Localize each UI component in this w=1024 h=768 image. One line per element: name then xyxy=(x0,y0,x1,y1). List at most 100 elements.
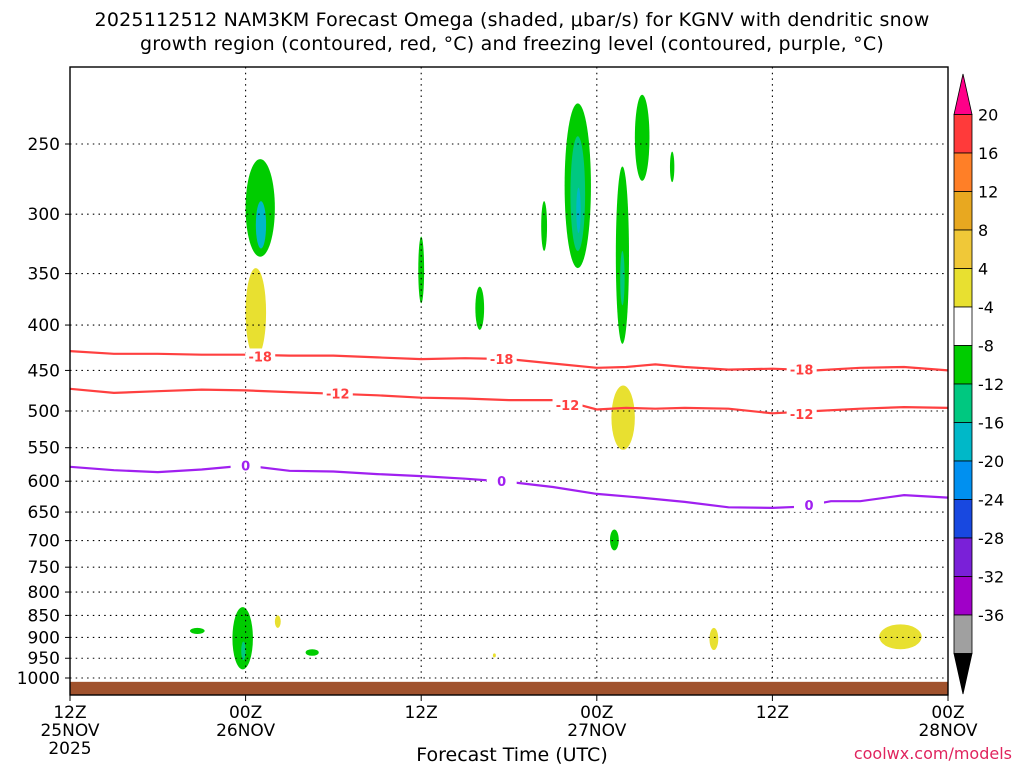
y-tick-label: 950 xyxy=(28,649,60,669)
colorbar-label: -12 xyxy=(978,375,1004,394)
contour-label-bg xyxy=(486,351,517,367)
colorbar-label: 4 xyxy=(978,260,988,279)
y-tick-label: 1000 xyxy=(17,669,60,689)
colorbar-band xyxy=(953,422,973,462)
colorbar-label: -36 xyxy=(978,606,1004,625)
x-tick-label: 27NOV xyxy=(567,721,626,741)
y-tick-label: 650 xyxy=(28,503,60,523)
chart-title-line-1: 2025112512 NAM3KM Forecast Omega (shaded… xyxy=(94,9,930,31)
omega-shade-10 xyxy=(620,250,625,306)
omega-shade-8 xyxy=(576,187,581,234)
colorbar-label: -20 xyxy=(978,452,1004,471)
colorbar-band xyxy=(953,268,973,308)
y-tick-label: 850 xyxy=(28,606,60,626)
y-tick-label: 500 xyxy=(28,402,60,422)
y-tick-label: 800 xyxy=(28,583,60,603)
omega-shade-18 xyxy=(274,615,281,628)
y-tick-label: 450 xyxy=(28,361,60,381)
contour-label-0: 0 xyxy=(804,499,813,514)
omega-shade-17 xyxy=(241,641,246,661)
ground-terrain xyxy=(70,681,948,695)
plot-area xyxy=(70,67,948,695)
y-tick-label: 700 xyxy=(28,532,60,552)
omega-shade-4 xyxy=(475,286,485,330)
contour-label-bg xyxy=(793,496,824,512)
colorbar-top-arrow xyxy=(953,73,973,115)
y-tick-label: 550 xyxy=(28,439,60,459)
site-credit[interactable]: coolwx.com/models xyxy=(853,744,1012,763)
omega-shade-16 xyxy=(232,607,253,670)
x-tick-label: 25NOV xyxy=(40,721,99,741)
contour-label-bg xyxy=(322,385,353,401)
contour-label--18: -18 xyxy=(490,353,514,368)
colorbar-bottom-arrow xyxy=(953,653,973,695)
colorbar-label: -32 xyxy=(978,568,1004,587)
colorbar-band xyxy=(953,114,973,154)
chart-title-line-2: growth region (contoured, red, °C) and f… xyxy=(140,33,884,55)
contour-label--12: -12 xyxy=(790,408,814,423)
omega-shade-11 xyxy=(611,385,635,450)
plot-frame xyxy=(69,66,949,696)
contour-label-bg xyxy=(486,473,517,489)
colorbar-band xyxy=(953,614,973,654)
colorbar-label: -8 xyxy=(978,337,994,356)
omega-shade-21 xyxy=(709,627,719,651)
x-tick-label: 12Z xyxy=(53,703,86,723)
omega-shade-20 xyxy=(492,653,496,658)
y-tick-label: 300 xyxy=(28,205,60,225)
y-tick-label: 400 xyxy=(28,316,60,336)
colorbar-band xyxy=(953,345,973,385)
contour-label-bg xyxy=(786,361,817,377)
contour-label-0: 0 xyxy=(497,475,506,490)
x-tick-label: 28NOV xyxy=(918,721,977,741)
colorbar-label: 12 xyxy=(978,183,998,202)
colorbar-band xyxy=(953,576,973,616)
colorbar-label: -4 xyxy=(978,298,994,317)
colorbar-band xyxy=(953,191,973,231)
colorbar-label: -24 xyxy=(978,491,1004,510)
y-tick-label: 350 xyxy=(28,265,60,285)
y-tick-label: 600 xyxy=(28,472,60,492)
y-tick-label: 250 xyxy=(28,135,60,155)
x-tick-label: 2025 xyxy=(48,739,91,759)
contour-label-bg xyxy=(786,406,817,422)
omega-shade-5 xyxy=(541,201,548,251)
contour-label-bg xyxy=(552,396,583,412)
omega-shade-22 xyxy=(879,624,922,650)
omega-shade-14 xyxy=(609,529,619,551)
colorbar-label: 8 xyxy=(978,221,988,240)
x-tick-label: 00Z xyxy=(580,703,613,723)
colorbar-label: 16 xyxy=(978,144,998,163)
colorbar-band xyxy=(953,499,973,539)
omega-shade-1 xyxy=(255,201,267,249)
y-tick-label: 750 xyxy=(28,558,60,578)
colorbar-band xyxy=(953,229,973,269)
x-tick-label: 00Z xyxy=(931,703,964,723)
colorbar-band xyxy=(953,152,973,192)
y-tick-label: 900 xyxy=(28,628,60,648)
contour-label--12: -12 xyxy=(326,388,350,403)
colorbar-label: -16 xyxy=(978,414,1004,433)
contour-label--18: -18 xyxy=(248,350,272,365)
colorbar-band xyxy=(953,460,973,500)
x-tick-label: 12Z xyxy=(405,703,438,723)
contour-label-bg xyxy=(230,457,261,473)
contour-label-bg xyxy=(245,348,276,364)
x-axis-title: Forecast Time (UTC) xyxy=(416,744,608,766)
colorbar-band xyxy=(953,383,973,423)
omega-shade-15 xyxy=(189,627,205,634)
omega-shade-12 xyxy=(634,94,650,181)
omega-shade-13 xyxy=(669,151,675,183)
contour-label--18: -18 xyxy=(790,364,814,379)
colorbar-label: -28 xyxy=(978,529,1004,548)
x-tick-label: 00Z xyxy=(229,703,262,723)
contour-label--12: -12 xyxy=(556,399,580,414)
contour-label-0: 0 xyxy=(241,460,250,475)
colorbar-label: 20 xyxy=(978,106,998,125)
omega-shade-19 xyxy=(305,649,319,656)
colorbar-band xyxy=(953,306,973,346)
omega-shade-2 xyxy=(245,268,267,358)
x-tick-label: 12Z xyxy=(756,703,789,723)
x-tick-label: 26NOV xyxy=(216,721,275,741)
